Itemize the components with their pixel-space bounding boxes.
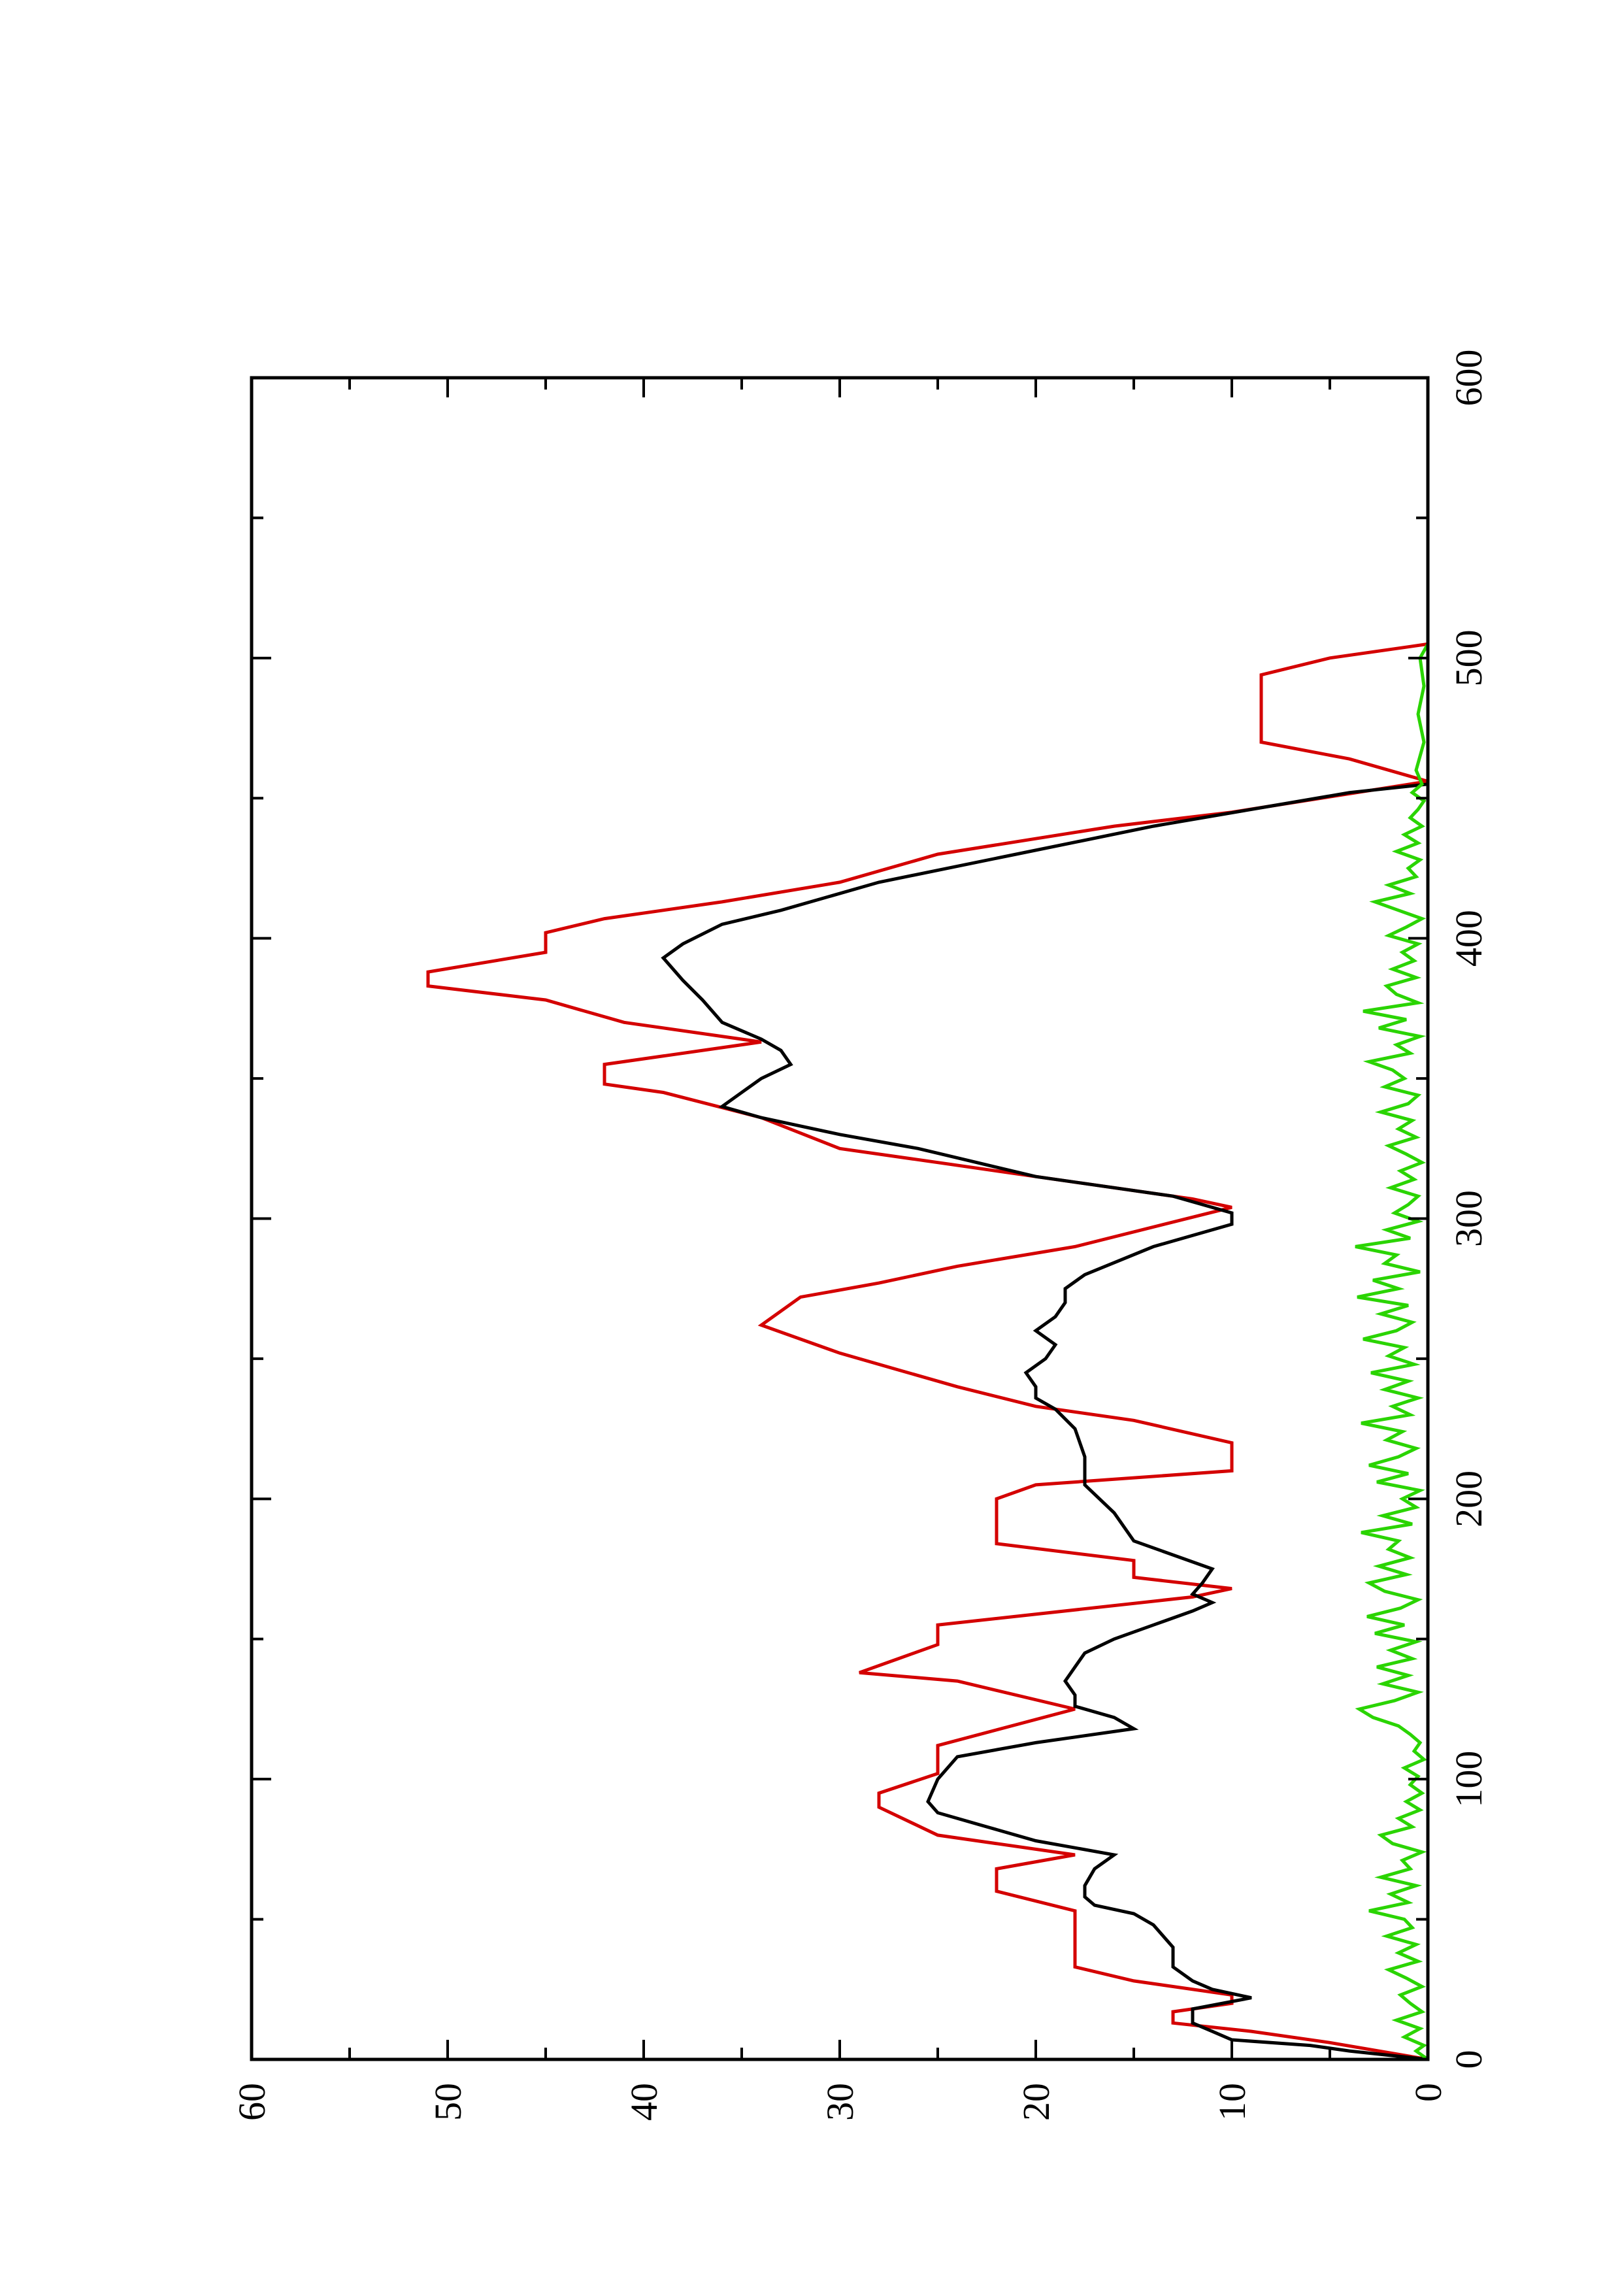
y-tick-label: 0	[1407, 2083, 1449, 2102]
y-tick-label: 20	[1015, 2083, 1057, 2121]
x-tick-label: 300	[1447, 1190, 1490, 1247]
y-tick-label: 10	[1211, 2083, 1253, 2121]
x-tick-label: 100	[1447, 1751, 1490, 1808]
series-line-1	[426, 642, 1429, 2061]
x-tick-label: 400	[1447, 910, 1490, 967]
axis-layer	[250, 376, 1430, 2061]
y-tick-label: 60	[231, 2083, 273, 2121]
x-tick-label: 200	[1447, 1471, 1490, 1527]
series-line-3	[1355, 643, 1430, 2061]
tick-label-layer: 0 100 200 300 400 500 600 0 10 20 30 40 50 60	[231, 350, 1490, 2121]
y-tick-label: 30	[819, 2083, 861, 2121]
y-tick-label: 40	[623, 2083, 665, 2121]
x-tick-label: 500	[1447, 629, 1490, 686]
y-tick-label: 50	[427, 2083, 469, 2121]
x-tick-label: 0	[1447, 2050, 1490, 2069]
plot-frame	[250, 376, 1430, 2061]
x-tick-label: 600	[1447, 350, 1490, 407]
series-line-2	[661, 782, 1429, 2061]
series-layer	[426, 642, 1430, 2061]
